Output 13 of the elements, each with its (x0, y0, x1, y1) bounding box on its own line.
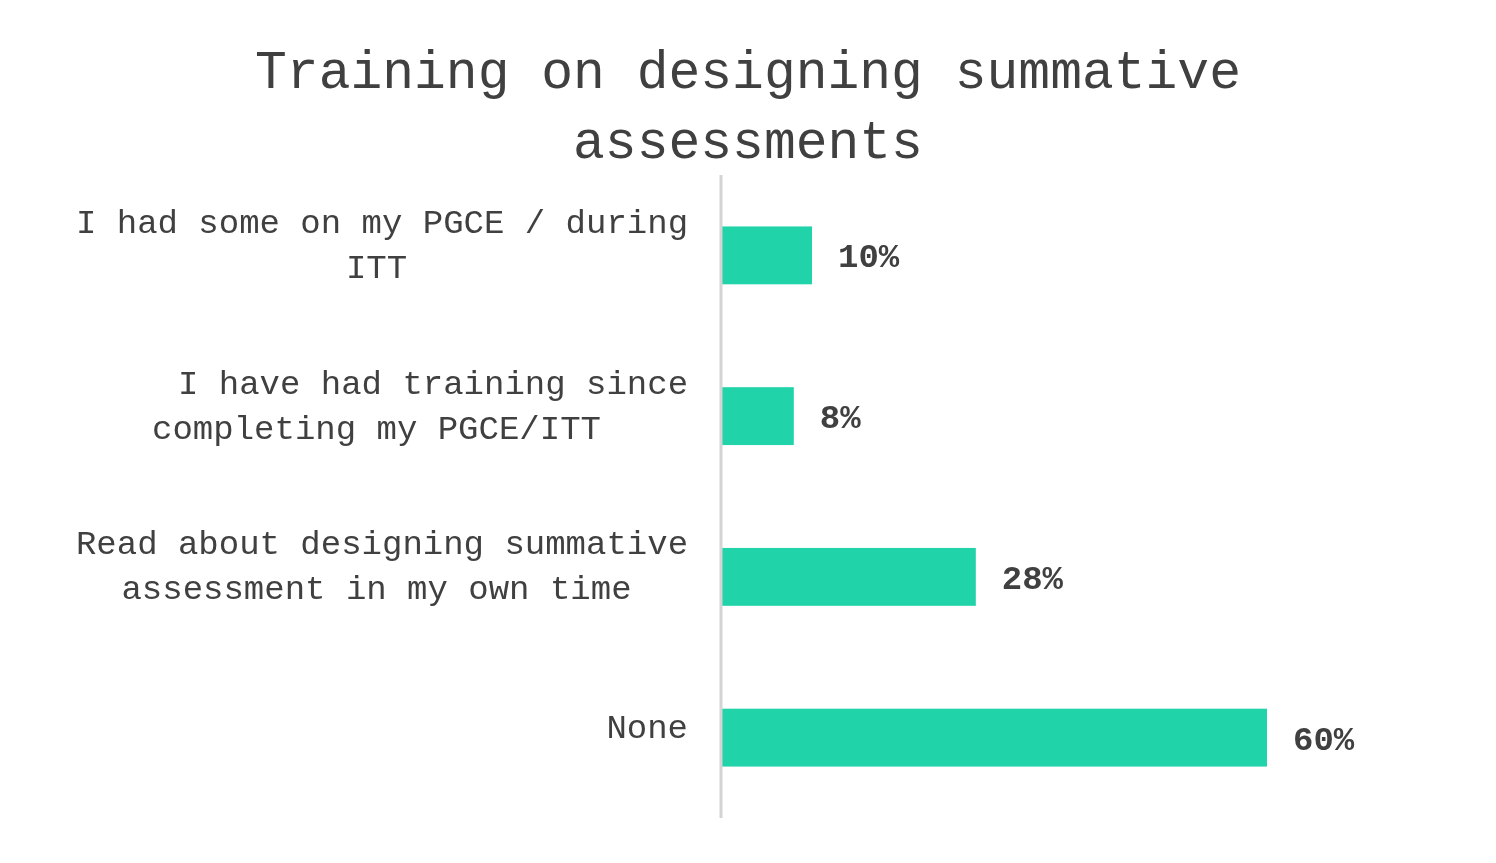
data-label: 28% (1001, 560, 1064, 599)
y-tick-label: None (606, 709, 689, 748)
bar (721, 708, 1267, 767)
bar (721, 226, 812, 285)
bar (721, 547, 976, 606)
chart-title: Training on designing summative assessments (255, 44, 1241, 174)
data-label: 8% (819, 400, 862, 439)
data-label: 10% (838, 239, 900, 278)
y-tick-label: I had some on my PGCE / during ITT (75, 204, 689, 288)
y-tick-label: I have had training since completing my PGCE/ITT (152, 365, 689, 449)
data-label: 60% (1293, 721, 1355, 760)
y-tick-label: Read about designing summative assessment in my own time (75, 526, 689, 610)
bar (721, 387, 794, 446)
